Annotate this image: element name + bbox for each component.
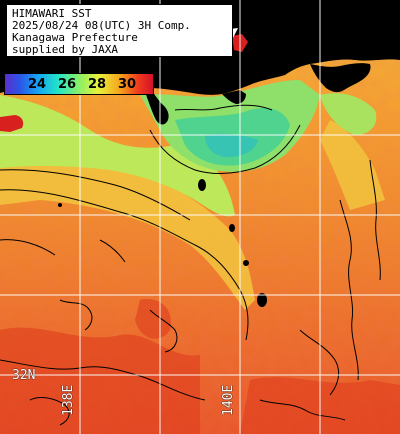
legend-tick-26: 26 [58,77,77,92]
title-line-credit: supplied by JAXA [12,43,118,56]
isotherm-contours [0,104,381,426]
islands [58,179,267,307]
warm-patches [0,299,400,434]
lat-label-32n: 32N [12,368,36,383]
title-box: HIMAWARI SST 2025/08/24 08(UTC) 3H Comp.… [6,4,233,57]
cool-water [0,80,377,217]
title-line-region: Kanagawa Prefecture [12,31,138,44]
legend-tick-28: 28 [88,77,107,92]
title-line-datetime: 2025/08/24 08(UTC) 3H Comp. [12,19,191,32]
lon-label-138e: 138E [61,384,76,416]
legend-tick-24: 24 [28,77,47,92]
izu-peninsula [145,88,169,125]
boso-peninsula [310,63,371,93]
lon-label-140e: 140E [221,384,236,416]
title-line-product: HIMAWARI SST [12,7,92,20]
legend-tick-30: 30 [118,77,137,92]
mid-temp-zone [0,120,385,310]
temperature-legend: 24 26 28 30 [4,73,154,95]
